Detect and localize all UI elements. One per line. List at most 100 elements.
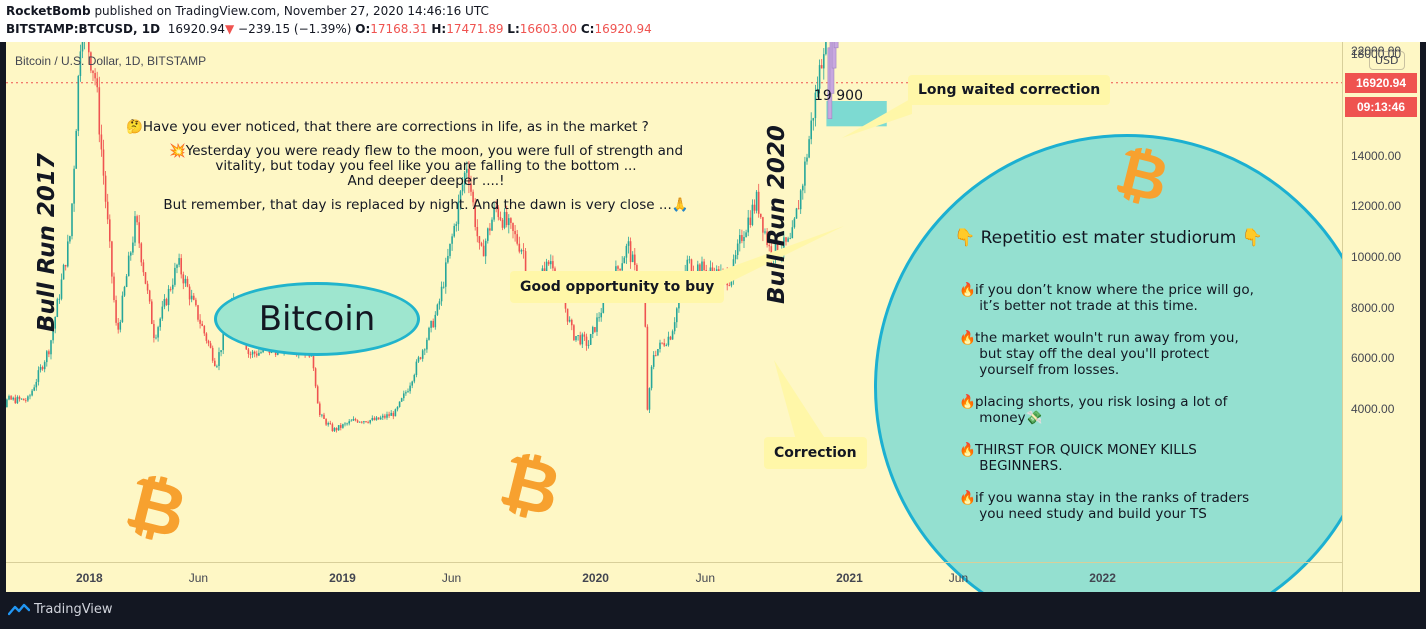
candle [29, 395, 31, 397]
candle [516, 234, 518, 244]
last-price: 16920.94 [167, 22, 225, 36]
symbol-name[interactable]: BITSTAMP:BTCUSD, 1D [6, 22, 161, 36]
candle [134, 216, 136, 243]
price-tick-label: 10000.00 [1351, 250, 1402, 265]
author-name[interactable]: RocketBomb [6, 4, 91, 18]
candle [648, 388, 651, 410]
candle [329, 423, 332, 425]
candle [182, 274, 185, 284]
currency-button[interactable]: USD [1369, 51, 1405, 70]
time-axis[interactable]: 2018 Jun 2019 Jun 2020 Jun 2021 Jun 2022 [6, 562, 1342, 592]
candle [444, 262, 447, 287]
candle [108, 219, 111, 242]
candle [33, 387, 35, 391]
candle [774, 241, 777, 260]
candle [190, 295, 193, 300]
candle [222, 332, 224, 351]
candle [150, 301, 153, 324]
countdown-tag: 09:13:46 [1345, 96, 1417, 117]
time-tick-label: 2018 [76, 571, 103, 585]
candle [386, 414, 388, 418]
chart-area[interactable]: Bitcoin / U.S. Dollar, 1D, BITSTAMP Bull… [6, 42, 1420, 592]
candle [398, 401, 401, 407]
candle [667, 336, 670, 346]
candle [438, 301, 441, 305]
candle [436, 304, 439, 315]
candle [480, 243, 483, 246]
candle [6, 399, 8, 408]
tradingview-logo-icon[interactable] [8, 602, 30, 616]
pointing-hand-icon: 👇 [1241, 228, 1263, 248]
candle [491, 219, 493, 231]
candle [119, 321, 122, 330]
candle [104, 175, 107, 202]
candle [209, 343, 212, 348]
candle [564, 300, 567, 309]
candle [512, 222, 514, 231]
correction-callout: Correction [764, 437, 867, 469]
candle [797, 208, 800, 210]
candle [167, 288, 170, 306]
candle [699, 264, 701, 275]
candle [43, 362, 46, 370]
candle [327, 423, 329, 425]
candle [600, 312, 602, 318]
candle [16, 396, 19, 404]
candle [442, 286, 445, 288]
candle [625, 245, 628, 258]
candle [201, 323, 203, 326]
fire-icon: 🔥 [959, 282, 976, 298]
price-tick-label: 18000.00 [1351, 47, 1402, 62]
candle [79, 51, 82, 76]
candle [39, 366, 42, 371]
candle [814, 92, 817, 119]
candle [589, 334, 592, 345]
candle [566, 308, 569, 322]
svg-text:₿: ₿ [124, 476, 188, 540]
price-axis[interactable]: 22000.00 USD 4000.006000.008000.0010000.… [1342, 42, 1420, 592]
candle [783, 237, 785, 252]
candle [709, 267, 712, 272]
candle [822, 54, 825, 69]
candle [507, 218, 510, 226]
candle [419, 357, 422, 359]
candle [468, 168, 470, 184]
candle [621, 263, 623, 271]
open-label: O: [355, 22, 371, 36]
collision-icon: 💥 [168, 143, 186, 159]
candle [176, 264, 178, 268]
candle [146, 283, 149, 291]
candle [650, 366, 653, 389]
candle [688, 259, 691, 261]
candle [673, 322, 676, 332]
candle [207, 340, 210, 344]
time-tick-label: Jun [188, 571, 209, 585]
candle [503, 211, 506, 228]
candle [573, 325, 575, 341]
candle [665, 345, 668, 346]
candle [766, 231, 768, 246]
tradingview-brand[interactable]: TradingView [34, 602, 113, 617]
candle [186, 278, 189, 287]
candle [24, 400, 27, 402]
intro-line-3: vitality, but today you feel like you ar… [215, 158, 637, 174]
candle [581, 334, 584, 345]
candle [652, 355, 655, 367]
candle [371, 417, 374, 421]
publication-info: published on TradingView.com, November 2… [90, 4, 489, 18]
candle [50, 340, 52, 355]
candle [671, 331, 674, 340]
candle [255, 353, 258, 356]
price-tick-label: 6000.00 [1351, 351, 1395, 366]
bull-run-2020-label: Bull Run 2020 [764, 125, 790, 304]
candle [37, 370, 40, 382]
candle [258, 352, 260, 356]
candle [163, 299, 166, 307]
candle [18, 396, 21, 400]
bull-run-2017-label: Bull Run 2017 [34, 153, 60, 332]
candle [646, 326, 649, 410]
candle [312, 346, 315, 369]
candle [331, 424, 334, 432]
candle [690, 259, 693, 273]
high-value: 17471.89 [446, 22, 504, 36]
